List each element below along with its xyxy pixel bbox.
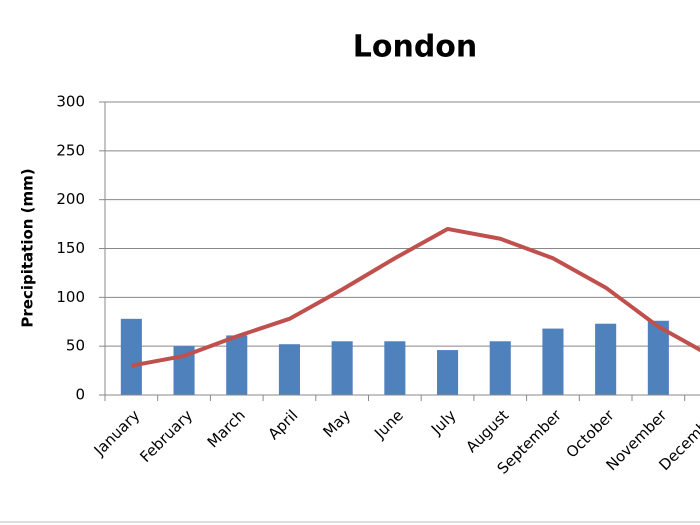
bar (226, 335, 248, 395)
bar (437, 350, 459, 395)
bar (120, 318, 142, 395)
bar (384, 341, 406, 395)
y-tick-label: 200 (56, 190, 85, 208)
y-tick-label: 300 (56, 93, 85, 111)
y-tick-label: 250 (56, 141, 85, 159)
bar (542, 328, 564, 395)
y-tick-label: 100 (56, 288, 85, 306)
y-axis-label: Precipitation (mm) (19, 168, 37, 327)
bar (489, 341, 511, 395)
y-tick-label: 150 (56, 239, 85, 257)
chart-title: London (353, 30, 478, 65)
bar (647, 320, 669, 395)
bar (278, 344, 300, 395)
y-tick-label: 50 (66, 337, 85, 355)
line (130, 226, 700, 368)
y-tick-label: 0 (75, 386, 85, 404)
bar (595, 323, 617, 395)
bar (331, 341, 353, 395)
